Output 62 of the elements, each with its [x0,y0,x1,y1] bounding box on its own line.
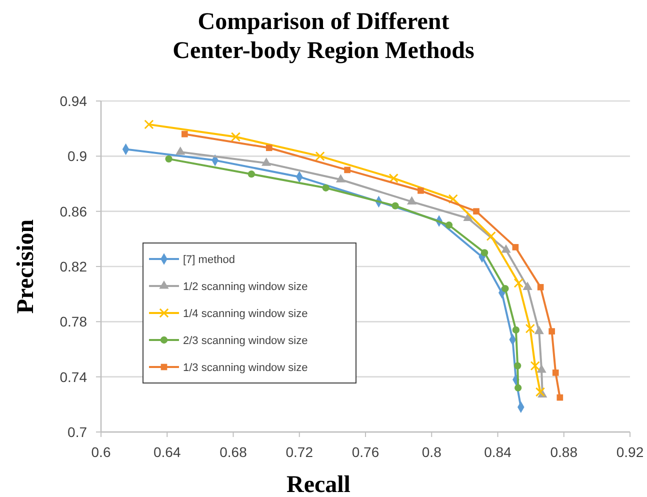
point [480,249,488,256]
legend-label: 1/4 scanning window size [183,308,308,320]
point [534,326,544,334]
legend-label: [7] method [183,254,235,266]
y-tick-label: 0.82 [60,258,88,274]
legend-label: 2/3 scanning window size [183,335,308,347]
point [548,328,555,334]
point [262,158,272,166]
point [486,231,496,241]
point [266,144,272,152]
point [144,120,154,130]
point [502,285,509,292]
x-axis-title: Recall [286,472,351,497]
point [181,130,188,138]
point [525,324,535,334]
y-tick-label: 0.7 [68,424,88,440]
point [514,362,522,370]
y-tick-label: 0.74 [60,368,88,385]
point [501,244,511,253]
x-tick-label: 0.72 [286,444,314,460]
point [315,151,325,161]
point [556,394,564,401]
x-tick-label: 0.64 [154,444,181,460]
point [537,284,544,290]
point [344,166,350,174]
x-tick-label: 0.92 [616,444,644,460]
y-tick-label: 0.86 [60,203,88,220]
point [176,146,186,155]
point [536,364,546,373]
legend-label: 1/2 scanning window size [183,281,308,293]
point [530,360,540,371]
x-tick-label: 0.6 [91,444,111,460]
x-tick-label: 0.76 [352,444,380,460]
legend-label: 1/3 scanning window size [183,362,308,374]
point [230,132,241,142]
x-tick-label: 0.8 [422,444,442,460]
chart-title: Comparison of Different Center-body Region Methods [172,9,474,64]
point [418,187,424,194]
y-tick-label: 0.94 [60,93,88,109]
x-tick-label: 0.84 [484,444,512,460]
point [406,196,417,204]
y-axis-title: Precision [13,219,39,314]
point [522,282,532,290]
point [512,244,519,250]
y-tick-label: 0.78 [60,314,88,330]
point [512,326,520,334]
x-tick-label: 0.68 [220,444,248,460]
point [336,174,346,182]
point [448,194,458,204]
point [514,384,522,392]
point [552,370,559,376]
point [392,202,399,210]
point [473,208,480,214]
x-tick-label: 0.88 [550,444,578,460]
point [165,155,172,162]
point [445,222,453,229]
y-tick-label: 0.9 [68,148,88,164]
point [248,170,255,178]
point [388,173,398,184]
point [535,387,546,397]
point [322,184,330,192]
point [514,278,524,288]
